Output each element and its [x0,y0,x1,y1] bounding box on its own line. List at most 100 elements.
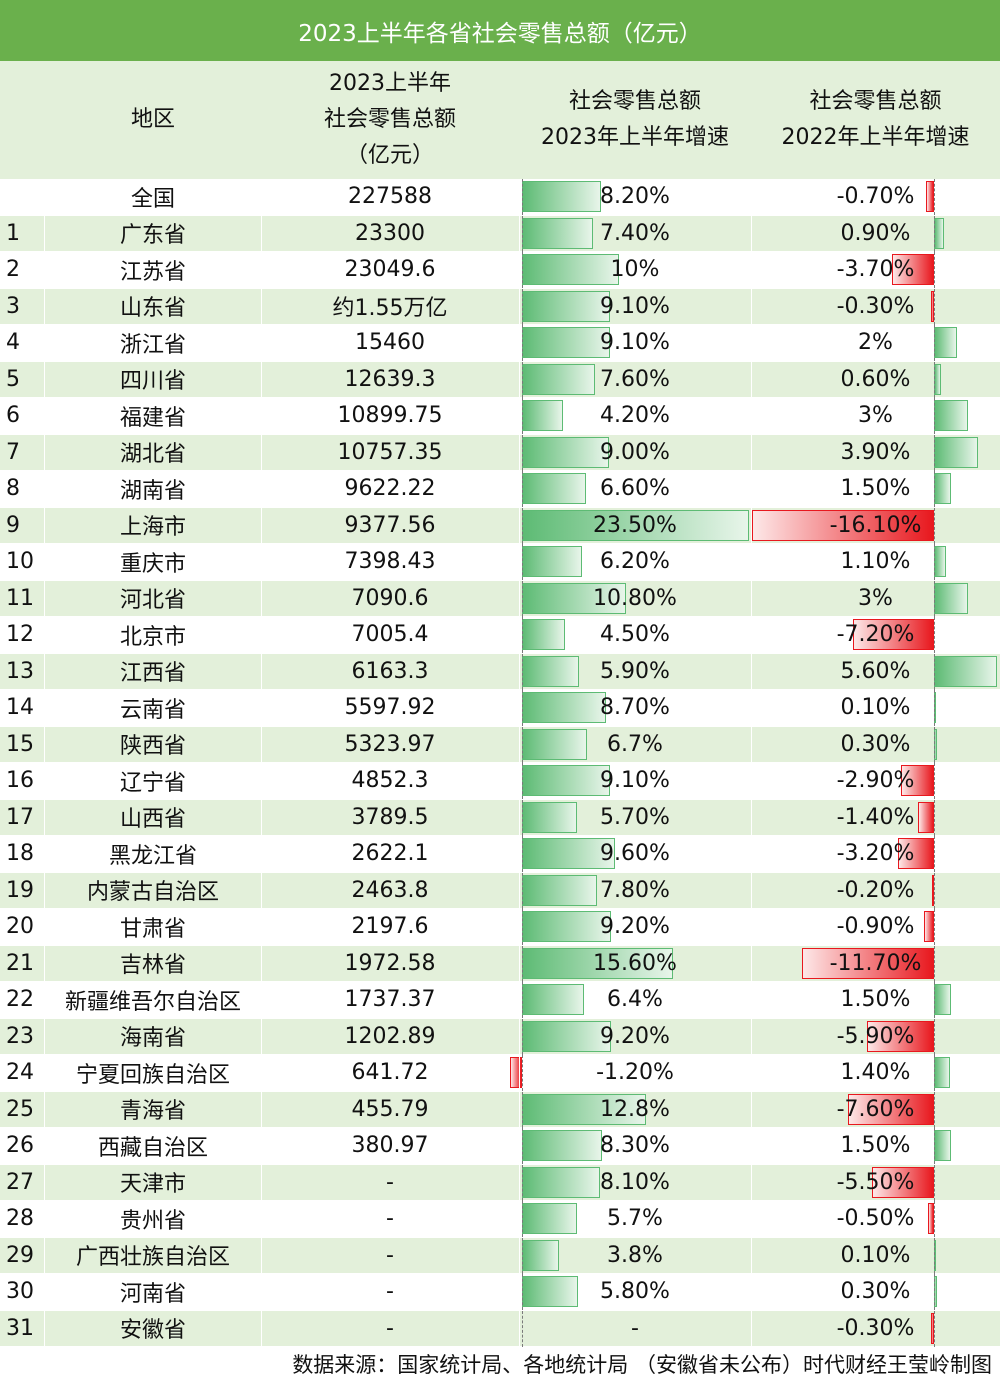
growth-2022-axis [934,288,935,325]
header-growth-2023-line2: 2023年上半年增速 [541,125,729,150]
growth-2022-bar [852,619,934,650]
growth-2023-cell: 5.70% [600,804,670,830]
growth-2023-axis [522,507,523,544]
growth-2023-cell: 8.10% [600,1169,670,1195]
growth-2023-cell: 8.20% [600,184,670,209]
growth-2023-cell: 5.90% [600,658,670,684]
source-note: 数据来源：国家统计局、各地统计局 （安徽省未公布）时代财经王莹岭制图 [292,1353,992,1377]
growth-2023-bar [510,1057,522,1088]
growth-2023-axis [522,325,523,361]
table-row: 10 重庆市 7398.43 6.20% 1.10% [0,544,1000,580]
region-cell: 内蒙古自治区 [86,880,219,905]
growth-2022-axis [934,1237,935,1274]
growth-2023-bar [522,765,610,796]
growth-2023-axis [522,252,523,288]
header-growth-2022: 社会零售总额 2022年上半年增速 [751,61,1000,179]
growth-2022-axis [934,471,935,507]
rank-cell: 6 [6,403,20,428]
growth-2023-cell: 4.20% [600,403,670,428]
growth-2023-cell: 12.8% [600,1096,670,1122]
growth-2022-bar [934,655,998,687]
growth-2023-axis [522,1201,523,1237]
growth-2023-axis [522,799,523,836]
region-cell: 云南省 [119,697,186,723]
growth-2023-axis [522,1128,523,1164]
growth-2022-bar [901,765,934,796]
growth-2022-bar [867,1020,934,1052]
table-row: 25 青海省 455.79 12.8% -7.60% [0,1091,1000,1128]
table-row: 6 福建省 10899.75 4.20% 3% [0,398,1000,434]
growth-2023-bar [522,509,749,541]
rank-cell: 1 [6,220,20,246]
growth-2022-cell: -0.70% [836,184,915,209]
retail-total-cell: 2463.8 [351,877,429,903]
retail-total-cell: - [386,1206,394,1231]
region-cell: 上海市 [119,515,186,540]
growth-2022-bar [934,582,968,614]
table-row: 26 西藏自治区 380.97 8.30% 1.50% [0,1128,1000,1164]
region-cell: 辽宁省 [119,770,186,796]
growth-2022-bar [897,838,934,869]
table-header: 地区 2023上半年 社会零售总额 （亿元） 社会零售总额 2023年上半年增速… [0,61,1000,179]
growth-2023-cell: 9.20% [600,914,670,939]
region-cell: 湖北省 [119,442,186,467]
region-cell: 青海省 [119,1099,186,1124]
growth-2023-axis [522,179,523,215]
retail-total-cell: 1737.37 [344,987,436,1012]
growth-2022-cell: 0.90% [840,220,911,246]
growth-2022-bar [892,254,934,285]
growth-2022-axis [934,1018,935,1055]
header-region-label: 地区 [130,107,175,132]
growth-2023-cell: 3.8% [607,1242,663,1268]
retail-total-cell: 10899.75 [337,403,443,428]
header-growth-2023-line1: 社会零售总额 [568,89,701,114]
table-row: 27 天津市 - 8.10% -5.50% [0,1164,1000,1201]
region-cell: 山西省 [119,807,186,832]
retail-total-cell: 10757.35 [337,439,443,465]
rank-cell: 19 [6,877,34,903]
retail-total-cell: 1972.58 [344,950,436,976]
growth-2022-cell: -1.40% [836,804,915,830]
rank-cell: 5 [6,366,20,392]
growth-2023-bar [522,655,579,687]
rank-cell: 9 [6,512,20,538]
retail-total-cell: - [386,1279,394,1304]
rank-cell: 22 [6,987,34,1012]
table-row: 28 贵州省 - 5.7% -0.50% [0,1201,1000,1237]
region-cell: 福建省 [119,405,186,431]
growth-2023-axis [522,909,523,945]
growth-2023-bar [522,911,611,942]
table-row: 16 辽宁省 4852.3 9.10% -2.90% [0,763,1000,799]
growth-2023-cell: - [631,1315,639,1341]
growth-2022-axis [934,1310,935,1347]
table-row: 20 甘肃省 2197.6 9.20% -0.90% [0,909,1000,945]
growth-2023-cell: 5.7% [607,1206,663,1231]
growth-2022-axis [934,580,935,617]
rank-cell: 7 [6,439,20,465]
growth-2023-axis [522,471,523,507]
rank-cell [6,179,44,214]
growth-2023-bar [522,1276,579,1307]
growth-2023-cell: 9.60% [600,841,670,866]
growth-2022-cell: -11.70% [829,950,922,976]
table-row: 31 安徽省 - - -0.30% [0,1310,1000,1347]
growth-2022-bar [930,290,934,322]
growth-2023-cell: 9.20% [600,1023,670,1049]
growth-2023-bar [522,1020,611,1052]
growth-2022-axis [934,507,935,544]
region-cell: 四川省 [119,369,186,394]
growth-2023-cell: 9.10% [600,330,670,355]
header-value: 2023上半年 社会零售总额 （亿元） [261,61,519,179]
growth-2022-cell: -5.50% [836,1169,915,1195]
rank-cell: 2 [6,257,20,282]
growth-2023-cell: 7.60% [600,366,670,392]
growth-2023-bar [522,984,584,1015]
table-row: 23 海南省 1202.89 9.20% -5.90% [0,1018,1000,1055]
region-cell: 广东省 [119,223,186,248]
growth-2022-cell: -0.90% [836,914,915,939]
rank-cell: 4 [6,330,20,355]
region-cell: 北京市 [119,624,186,650]
growth-2022-cell: -3.70% [836,257,915,282]
growth-2023-bar [522,692,607,723]
region-cell: 湖南省 [119,478,186,504]
